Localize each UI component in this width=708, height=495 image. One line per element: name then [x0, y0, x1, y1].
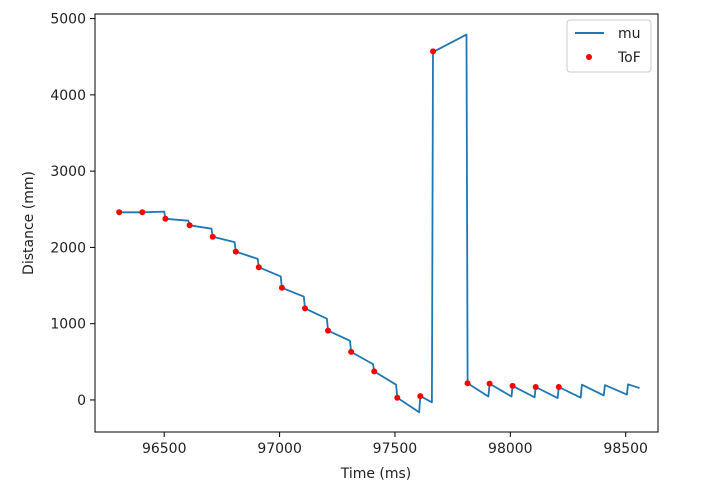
data-point-ToF-1 — [139, 209, 146, 216]
data-point-ToF-9 — [325, 327, 331, 334]
data-point-ToF-5 — [232, 248, 239, 255]
data-point-ToF-15 — [464, 380, 471, 387]
y-axis: 0 1000 2000 3000 4000 5000 — [50, 12, 95, 409]
data-point-ToF-6 — [255, 264, 262, 271]
legend-label-ToF: ToF — [617, 50, 641, 66]
data-point-ToF-0 — [116, 209, 123, 216]
data-point-ToF-10 — [348, 348, 355, 355]
x-tick-label: 96500 — [142, 441, 187, 457]
data-point-ToF-4 — [209, 233, 216, 240]
data-point-ToF-2 — [162, 215, 169, 222]
data-point-ToF-14 — [430, 48, 436, 55]
x-tick-label: 97000 — [257, 441, 302, 457]
data-point-ToF-11 — [371, 368, 378, 375]
legend-marker-ToF — [586, 54, 592, 60]
legend-label-mu: mu — [618, 26, 641, 42]
data-point-ToF-7 — [278, 284, 285, 291]
y-tick-label: 2000 — [50, 240, 86, 256]
plot-marks — [116, 33, 640, 414]
plot-frame — [94, 13, 659, 433]
data-point-ToF-12 — [394, 394, 401, 401]
data-point-ToF-13 — [417, 393, 424, 400]
series-line-mu — [118, 33, 640, 414]
x-tick-label: 98000 — [488, 441, 533, 457]
x-axis-label: Time (ms) — [340, 466, 412, 482]
x-tick-label: 98500 — [603, 441, 648, 457]
y-tick-label: 4000 — [50, 88, 86, 104]
y-tick-label: 3000 — [50, 164, 86, 180]
x-axis: 96500 97000 97500 98000 98500 — [142, 432, 648, 457]
data-point-ToF-17 — [509, 382, 516, 389]
y-axis-label: Distance (mm) — [21, 171, 37, 275]
y-tick-label: 0 — [77, 393, 86, 409]
data-point-ToF-19 — [555, 384, 562, 390]
y-tick-label: 1000 — [50, 317, 86, 333]
data-point-ToF-3 — [186, 222, 193, 229]
data-point-ToF-18 — [532, 384, 539, 390]
x-tick-label: 97500 — [373, 441, 418, 457]
data-point-ToF-16 — [486, 380, 493, 387]
y-tick-label: 5000 — [50, 12, 86, 28]
legend: mu ToF — [566, 19, 652, 73]
data-point-ToF-8 — [302, 305, 308, 312]
